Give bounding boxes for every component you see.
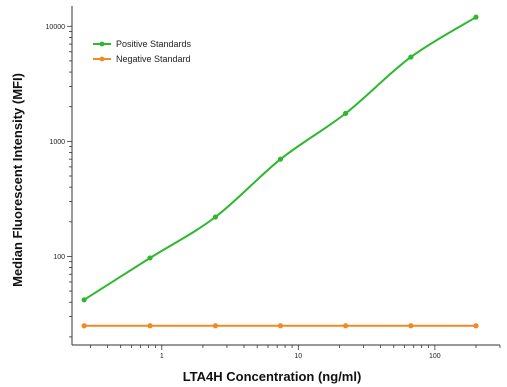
y-tick-label: 10000 xyxy=(46,24,66,31)
series-positive-standards xyxy=(81,14,479,303)
y-tick-label: 1000 xyxy=(49,139,65,146)
legend-swatch-marker xyxy=(99,41,105,47)
data-point xyxy=(212,214,219,220)
data-point xyxy=(473,14,479,20)
legend-swatch-marker xyxy=(99,56,105,62)
x-tick-label: 10 xyxy=(294,353,302,360)
series-layer xyxy=(81,14,479,329)
legend: Positive Standards Negative Standard xyxy=(93,39,192,64)
legend-item: Negative Standard xyxy=(93,54,191,64)
legend-item: Positive Standards xyxy=(93,39,192,49)
x-axis-title: LTA4H Concentration (ng/ml) xyxy=(183,369,362,384)
legend-label: Negative Standard xyxy=(116,54,191,64)
axes-layer: 1 10 100 100 1000 10000 xyxy=(46,6,501,360)
x-tick-label: 1 xyxy=(160,353,164,360)
data-point xyxy=(277,156,284,162)
data-point xyxy=(147,255,153,261)
data-point xyxy=(81,297,87,303)
data-point xyxy=(147,323,153,329)
data-point xyxy=(343,110,349,116)
y-tick-label: 100 xyxy=(53,254,65,261)
legend-label: Positive Standards xyxy=(116,39,192,49)
data-point xyxy=(408,54,414,60)
series-negative-standard xyxy=(81,323,479,329)
data-point xyxy=(473,323,479,329)
data-point xyxy=(212,323,219,329)
x-tick-label: 100 xyxy=(429,353,441,360)
data-point xyxy=(277,323,284,329)
y-axis-title: Median Fluorescent Intensity (MFI) xyxy=(10,73,25,287)
data-point xyxy=(81,323,87,329)
data-point xyxy=(343,323,349,329)
data-point xyxy=(408,323,414,329)
